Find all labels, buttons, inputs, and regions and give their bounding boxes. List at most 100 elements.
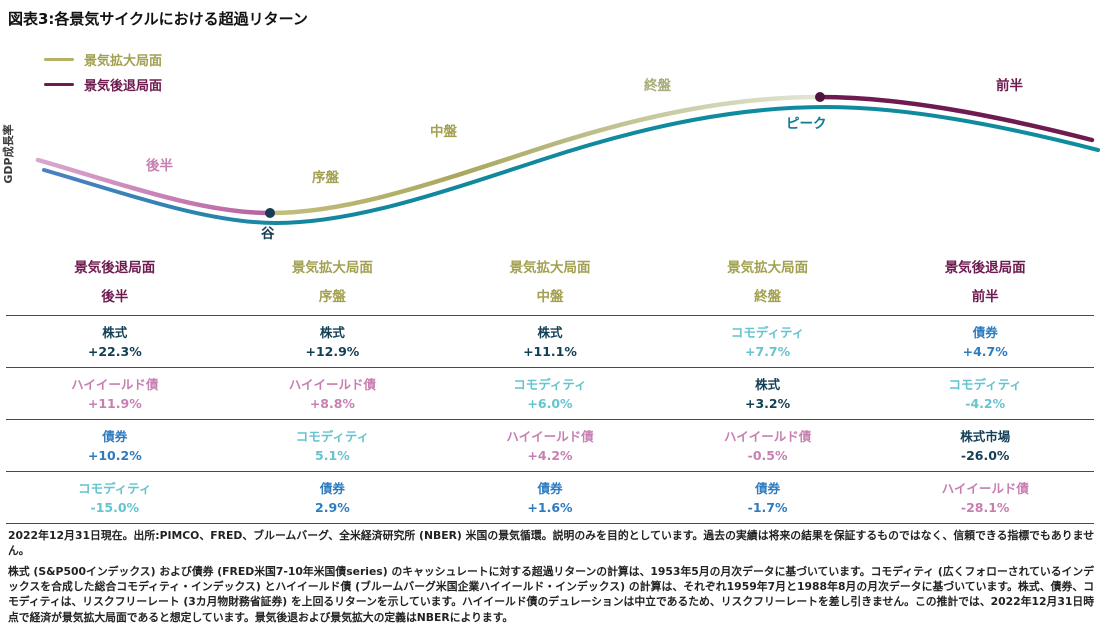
return-cell: 債券 +4.7% — [876, 322, 1094, 359]
asset-return: -0.5% — [747, 448, 788, 463]
asset-name: ハイイールド債 — [506, 429, 594, 444]
asset-return: +4.7% — [962, 344, 1008, 359]
asset-name: ハイイールド債 — [288, 377, 377, 392]
phase-label-first-half: 前半 — [996, 78, 1023, 94]
figure-title: 図表3:各景気サイクルにおける超過リターン — [8, 10, 308, 28]
return-cell: ハイイールド債 +4.2% — [441, 426, 659, 463]
asset-name: コモディティ — [78, 481, 152, 496]
phase-label-late: 終盤 — [644, 78, 671, 94]
column-header-phase: 序盤 — [318, 289, 346, 305]
column-header-type: 景気後退局面 — [74, 260, 156, 276]
return-cell: コモディティ +7.7% — [659, 322, 877, 359]
asset-name: 株式 — [319, 325, 345, 340]
column-header-type: 景気後退局面 — [944, 260, 1026, 276]
column-header: 景気拡大局面 序盤 — [224, 256, 442, 305]
business-cycle-chart: 景気拡大局面 景気後退局面 GDP成長率 後半 谷 序盤 中盤 終盤 ピーク 前… — [0, 34, 1100, 258]
expansion-curve — [267, 94, 823, 216]
table-row: ハイイールド債 +11.9% ハイイールド債 +8.8% コモディティ +6.0… — [6, 368, 1094, 420]
asset-name: 株式 — [755, 377, 781, 392]
column-header-type: 景気拡大局面 — [291, 260, 373, 276]
asset-return: -28.1% — [960, 500, 1010, 515]
return-cell: 債券 2.9% — [224, 478, 442, 515]
returns-table-header: 景気後退局面 後半 景気拡大局面 序盤 景気拡大局面 中盤 景気拡大局面 終盤 … — [6, 256, 1094, 316]
asset-name: コモディティ — [730, 325, 805, 340]
asset-return: -15.0% — [90, 500, 140, 515]
legend-label-expansion: 景気拡大局面 — [84, 54, 163, 69]
chart-legend: 景気拡大局面 景気後退局面 — [44, 50, 162, 94]
asset-name: ハイイールド債 — [723, 429, 812, 444]
asset-name: コモディティ — [295, 429, 370, 444]
return-cell: 株式 +22.3% — [6, 322, 224, 359]
recession-second-half-curve — [35, 157, 273, 216]
phase-label-peak: ピーク — [786, 116, 827, 132]
return-cell: 債券 -1.7% — [659, 478, 877, 515]
base-cycle-curve — [42, 104, 1100, 226]
asset-name: 債券 — [537, 481, 563, 496]
asset-name: 株式 — [102, 325, 128, 340]
column-header-phase: 中盤 — [536, 289, 564, 305]
return-cell: 株式 +3.2% — [659, 374, 877, 411]
column-header: 景気拡大局面 中盤 — [441, 256, 659, 305]
column-header-type: 景気拡大局面 — [727, 260, 809, 276]
column-header-type: 景気拡大局面 — [509, 260, 591, 276]
return-cell: コモディティ -15.0% — [6, 478, 224, 515]
return-cell: 債券 +10.2% — [6, 426, 224, 463]
asset-return: +1.6% — [527, 500, 573, 515]
asset-return: -26.0% — [960, 448, 1010, 463]
table-row: 債券 +10.2% コモディティ 5.1% ハイイールド債 +4.2% ハイイー… — [6, 420, 1094, 472]
column-header: 景気後退局面 前半 — [876, 256, 1094, 305]
asset-return: 5.1% — [315, 448, 350, 463]
asset-name: コモディティ — [948, 377, 1022, 392]
asset-return: +11.1% — [523, 344, 577, 359]
return-cell: ハイイールド債 -28.1% — [876, 478, 1094, 515]
footnote-methodology: 株式 (S&P500インデックス) および債券 (FRED米国7-10年米国債s… — [8, 564, 1094, 624]
return-cell: コモディティ -4.2% — [876, 374, 1094, 411]
return-cell: コモディティ 5.1% — [224, 426, 442, 463]
column-header-phase: 前半 — [971, 289, 999, 305]
column-header: 景気拡大局面 終盤 — [659, 256, 877, 305]
asset-name: 株式 — [537, 325, 563, 340]
phase-label-second-half: 後半 — [146, 158, 173, 174]
return-cell: コモディティ +6.0% — [441, 374, 659, 411]
asset-return: +3.2% — [745, 396, 791, 411]
trough-dot — [265, 208, 275, 218]
footnote-source: 2022年12月31日現在。出所:PIMCO、FRED、ブルームバーグ、全米経済… — [8, 529, 1094, 558]
asset-return: -4.2% — [965, 396, 1006, 411]
table-row: コモディティ -15.0% 債券 2.9% 債券 +1.6% 債券 -1.7% … — [6, 472, 1094, 524]
phase-label-early: 序盤 — [312, 170, 339, 186]
legend-label-recession: 景気後退局面 — [84, 79, 163, 94]
return-cell: 債券 +1.6% — [441, 478, 659, 515]
expansion-line-swatch — [44, 58, 74, 61]
cycle-curve-svg — [35, 92, 1100, 226]
asset-name: 債券 — [319, 481, 345, 496]
asset-name: 債券 — [972, 325, 998, 340]
phase-label-trough: 谷 — [261, 226, 275, 242]
asset-name: ハイイールド債 — [71, 377, 159, 392]
peak-dot — [815, 92, 825, 102]
return-cell: 株式市場 -26.0% — [876, 426, 1094, 463]
return-cell: ハイイールド債 +11.9% — [6, 374, 224, 411]
asset-name: 株式市場 — [960, 429, 1011, 444]
returns-table: 景気後退局面 後半 景気拡大局面 序盤 景気拡大局面 中盤 景気拡大局面 終盤 … — [6, 256, 1094, 524]
phase-label-mid: 中盤 — [430, 124, 457, 140]
return-cell: 株式 +11.1% — [441, 322, 659, 359]
asset-return: 2.9% — [315, 500, 350, 515]
asset-name: ハイイールド債 — [941, 481, 1029, 496]
legend-item-expansion: 景気拡大局面 — [44, 50, 162, 69]
column-header-phase: 後半 — [101, 289, 129, 305]
table-row: 株式 +22.3% 株式 +12.9% 株式 +11.1% コモディティ +7.… — [6, 316, 1094, 368]
asset-return: +4.2% — [527, 448, 573, 463]
asset-return: +12.9% — [305, 344, 360, 359]
asset-return: +11.9% — [87, 396, 142, 411]
return-cell: 株式 +12.9% — [224, 322, 442, 359]
footnotes: 2022年12月31日現在。出所:PIMCO、FRED、ブルームバーグ、全米経済… — [8, 528, 1094, 625]
asset-return: +22.3% — [87, 344, 142, 359]
asset-name: コモディティ — [513, 377, 587, 392]
recession-line-swatch — [44, 83, 74, 86]
column-header-phase: 終盤 — [754, 289, 782, 305]
y-axis-label: GDP成長率 — [2, 124, 15, 184]
asset-return: +8.8% — [309, 396, 355, 411]
asset-name: 債券 — [755, 481, 781, 496]
asset-return: +10.2% — [87, 448, 142, 463]
